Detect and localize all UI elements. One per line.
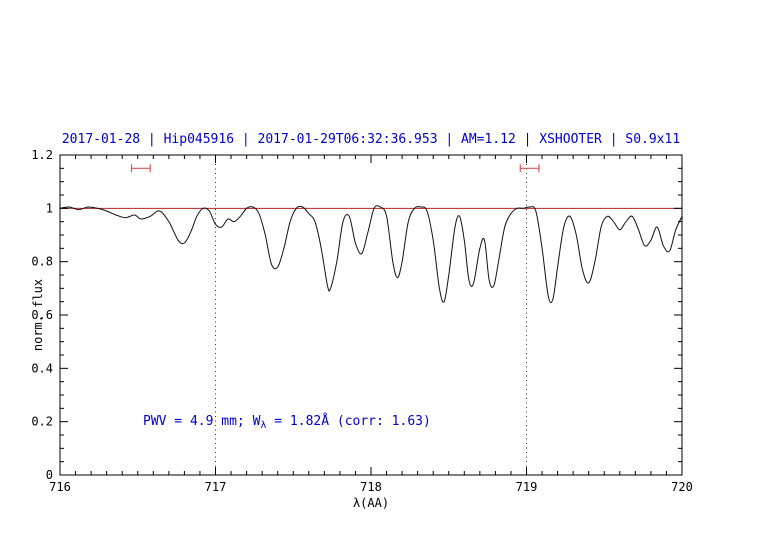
- x-tick-label: 717: [205, 480, 227, 494]
- x-axis-label: λ(AA): [352, 496, 390, 510]
- y-tick-label: 0.6: [31, 308, 53, 322]
- y-tick-label: 1: [46, 201, 53, 215]
- x-tick-label: 718: [360, 480, 382, 494]
- y-tick-label: 1.2: [31, 148, 53, 162]
- y-tick-label: 0.4: [31, 361, 53, 375]
- spectrum-line: [59, 205, 683, 304]
- y-tick-label: 0: [46, 468, 53, 482]
- plot-title: 2017-01-28 | Hip045916 | 2017-01-29T06:3…: [61, 132, 681, 147]
- x-tick-label: 719: [516, 480, 538, 494]
- pwv-annotation-suffix: = 1.82Å (corr: 1.63): [266, 414, 431, 429]
- y-axis-label: norm. flux: [31, 278, 45, 352]
- pwv-annotation-prefix: PWV = 4.9 mm; W: [143, 414, 261, 429]
- x-tick-label: 716: [49, 480, 71, 494]
- x-tick-label: 720: [671, 480, 693, 494]
- y-tick-label: 0.8: [31, 255, 53, 269]
- y-tick-label: 0.2: [31, 415, 53, 429]
- pwv-annotation-subscript: λ: [260, 420, 267, 431]
- pwv-annotation: PWV = 4.9 mm; Wλ = 1.82Å (corr: 1.63): [143, 414, 431, 431]
